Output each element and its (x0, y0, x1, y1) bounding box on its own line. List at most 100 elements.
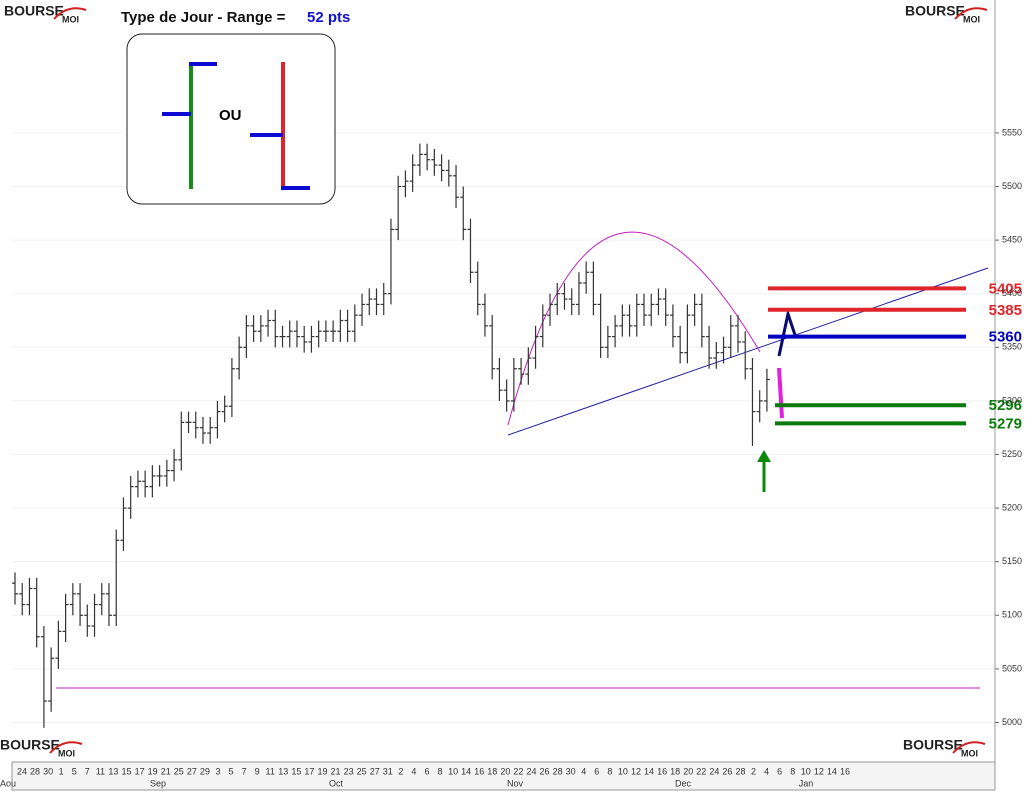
x-tick-label: 30 (43, 766, 53, 776)
bars (12, 143, 770, 728)
x-tick-label: 27 (187, 766, 197, 776)
x-tick-label: 24 (709, 766, 719, 776)
level-label: 5360 (989, 329, 1022, 346)
month-label: Dec (675, 778, 692, 788)
x-tick-label: 26 (722, 766, 732, 776)
x-tick-label: 25 (357, 766, 367, 776)
logo-text: BOURSE (0, 737, 60, 753)
y-tick-label: 5500 (1002, 181, 1022, 191)
x-tick-label: 1 (59, 766, 64, 776)
y-tick-label: 5300 (1002, 395, 1022, 405)
x-tick-label: 24 (17, 766, 27, 776)
x-tick-label: 28 (735, 766, 745, 776)
x-tick-label: 10 (801, 766, 811, 776)
chart-subtitle: 52 pts (307, 9, 350, 26)
x-tick-label: 31 (383, 766, 393, 776)
x-tick-label: 16 (474, 766, 484, 776)
x-tick-label: 3 (215, 766, 220, 776)
month-label: Nov (507, 778, 524, 788)
x-tick-label: 16 (657, 766, 667, 776)
x-tick-label: 25 (174, 766, 184, 776)
logo-text: MOI (58, 748, 75, 758)
trend-line (507, 267, 989, 436)
x-tick-label: 7 (85, 766, 90, 776)
x-tick-label: 13 (278, 766, 288, 776)
month-label: Oct (329, 778, 344, 788)
inset-label: OU (219, 107, 242, 124)
level-label: 5296 (989, 397, 1022, 414)
x-tick-label: 19 (148, 766, 158, 776)
x-tick-label: 2 (398, 766, 403, 776)
x-tick-label: 6 (594, 766, 599, 776)
x-tick-label: 5 (72, 766, 77, 776)
x-tick-label: 5 (229, 766, 234, 776)
logo-swoosh (952, 741, 986, 754)
y-tick-label: 5450 (1002, 234, 1022, 244)
x-tick-label: 4 (411, 766, 416, 776)
x-tick-label: 10 (618, 766, 628, 776)
x-tick-label: 17 (304, 766, 314, 776)
x-tick-label: 27 (370, 766, 380, 776)
x-tick-label: 23 (344, 766, 354, 776)
x-tick-label: 21 (331, 766, 341, 776)
logo-swoosh (53, 7, 87, 20)
x-axis-band (11, 761, 996, 791)
x-tick-label: 14 (461, 766, 471, 776)
x-tick-label: 9 (255, 766, 260, 776)
x-tick-label: 2 (751, 766, 756, 776)
y-tick-label: 5050 (1002, 663, 1022, 673)
x-tick-label: 20 (683, 766, 693, 776)
y-tick-label: 5000 (1002, 717, 1022, 727)
green-arrow-head (757, 450, 771, 462)
level-label: 5385 (989, 302, 1022, 319)
x-tick-label: 18 (670, 766, 680, 776)
x-tick-label: 22 (696, 766, 706, 776)
y-tick-label: 5250 (1002, 449, 1022, 459)
blue-arrow (777, 308, 797, 357)
x-tick-label: 14 (644, 766, 654, 776)
arc (507, 231, 761, 426)
x-tick-label: 14 (827, 766, 837, 776)
x-tick-label: 19 (317, 766, 327, 776)
x-tick-label: 8 (790, 766, 795, 776)
x-tick-label: 13 (108, 766, 118, 776)
x-tick-label: 20 (500, 766, 510, 776)
logo-text: BOURSE (905, 3, 965, 19)
y-tick-label: 5350 (1002, 342, 1022, 352)
logo-text: BOURSE (4, 3, 64, 19)
y-tick-label: 5400 (1002, 288, 1022, 298)
x-tick-label: 10 (448, 766, 458, 776)
x-tick-label: 11 (266, 766, 275, 776)
x-tick-label: 6 (777, 766, 782, 776)
logo-swoosh (954, 7, 988, 20)
x-tick-label: 15 (291, 766, 301, 776)
level-label: 5405 (989, 280, 1022, 297)
logo-text: MOI (963, 14, 980, 24)
chart-title: Type de Jour - Range = (121, 9, 286, 26)
x-tick-label: 11 (96, 766, 105, 776)
y-tick-label: 5150 (1002, 556, 1022, 566)
x-tick-label: 7 (242, 766, 247, 776)
x-tick-label: 8 (438, 766, 443, 776)
x-tick-label: 26 (540, 766, 550, 776)
x-tick-label: 24 (526, 766, 536, 776)
logo-text: MOI (961, 748, 978, 758)
x-tick-label: 28 (553, 766, 563, 776)
x-tick-label: 29 (200, 766, 210, 776)
logo-text: BOURSE (903, 737, 963, 753)
x-tick-label: 6 (424, 766, 429, 776)
x-tick-label: 28 (30, 766, 40, 776)
month-label: Jan (799, 778, 814, 788)
y-tick-label: 5100 (1002, 610, 1022, 620)
x-tick-label: 30 (566, 766, 576, 776)
x-tick-label: 16 (840, 766, 850, 776)
x-tick-label: 8 (607, 766, 612, 776)
x-tick-label: 18 (487, 766, 497, 776)
x-tick-label: 4 (764, 766, 769, 776)
x-tick-label: 17 (135, 766, 145, 776)
logo-swoosh (49, 741, 83, 754)
magenta-segment (777, 367, 784, 419)
